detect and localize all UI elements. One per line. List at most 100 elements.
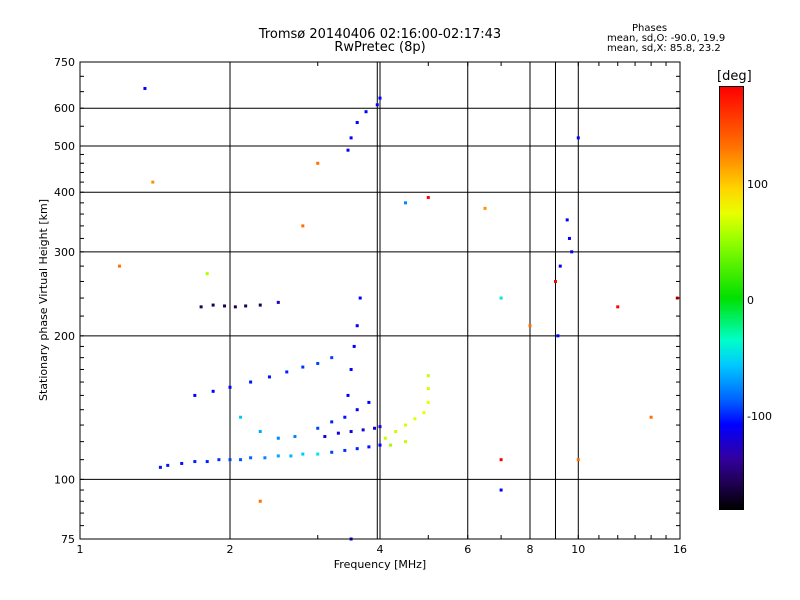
y-tick-label: 75 [61,533,75,546]
y-tick-label: 400 [54,186,75,199]
data-point [301,224,305,228]
data-point [576,458,580,462]
data-point [403,201,407,205]
data-point [616,305,620,309]
data-point [151,180,155,184]
data-point [426,374,430,378]
data-point [355,324,359,328]
data-point [389,443,393,447]
data-point [565,218,569,222]
data-point [316,452,320,456]
data-point [558,264,562,268]
phases-stats-title: Phases [632,23,668,34]
data-point [267,375,271,379]
chart-subtitle: RwPretec (8p) [334,40,426,55]
data-point [228,385,232,389]
y-axis-label: Stationary phase Virtual Height [km] [37,199,50,401]
data-point [301,365,305,369]
data-point [394,430,398,434]
data-points [117,86,679,541]
data-point [316,361,320,365]
data-point [355,121,359,125]
data-point [211,303,215,307]
x-tick-label: 1 [77,543,84,556]
data-point [364,110,368,114]
x-tick-label: 4 [377,543,384,556]
axis-ticks: 1 2 4 6 8 10 16 75 100 200 300 400 500 600 750 [54,56,687,556]
data-point [330,356,334,360]
data-point [293,435,297,439]
plot-grid [80,62,680,539]
data-point [258,499,262,503]
data-point [211,389,215,393]
phases-stats-x-mode: mean, sd,X: 85.8, 23.2 [607,43,721,54]
data-point [239,458,243,462]
data-point [258,430,262,434]
data-point [193,393,197,397]
x-tick-label: 6 [464,543,471,556]
data-point [352,344,356,348]
data-point [413,417,417,421]
data-point [205,272,209,276]
data-point [403,440,407,444]
data-point [378,96,382,100]
data-point [355,408,359,412]
data-point [499,488,503,492]
data-point [244,304,248,308]
data-point [330,420,334,424]
data-point [355,447,359,451]
data-point [263,456,267,460]
data-point [556,334,560,338]
data-point [228,458,232,462]
data-point [158,465,162,469]
data-point [316,161,320,165]
data-point [258,303,262,307]
data-point [649,415,653,419]
data-point [378,443,382,447]
y-tick-label: 750 [54,56,75,69]
data-point [316,426,320,430]
data-point [285,370,289,374]
data-point [276,454,280,458]
x-tick-label: 16 [673,543,687,556]
data-point [499,296,503,300]
data-point [346,393,350,397]
data-point [249,456,253,460]
data-point [233,305,237,309]
data-point [143,86,147,90]
data-point [223,304,227,308]
data-point [249,380,253,384]
y-tick-label: 300 [54,246,75,259]
data-point [375,103,379,107]
data-point [349,430,353,434]
colorbar-unit: [deg] [717,69,752,84]
y-tick-label: 200 [54,330,75,343]
data-point [166,463,170,467]
x-tick-label: 8 [527,543,534,556]
y-tick-label: 100 [54,473,75,486]
data-point [378,425,382,429]
data-point [117,264,121,268]
data-point [426,400,430,404]
x-tick-label: 2 [227,543,234,556]
data-point [349,136,353,140]
data-point [576,136,580,140]
data-point [346,148,350,152]
data-point [199,305,203,309]
data-point [323,435,327,439]
y-tick-label: 600 [54,102,75,115]
data-point [301,452,305,456]
data-point [330,450,334,454]
phases-stats-o-mode: mean, sd,O: -90.0, 19.9 [607,33,726,44]
data-point [343,448,347,452]
data-point [361,428,365,432]
data-point [217,458,221,462]
data-point [239,415,243,419]
colorbar-tick-label: -100 [747,410,772,423]
data-point [403,423,407,427]
data-point [349,367,353,371]
data-point [373,426,377,430]
data-point [193,460,197,464]
data-point [426,195,430,199]
